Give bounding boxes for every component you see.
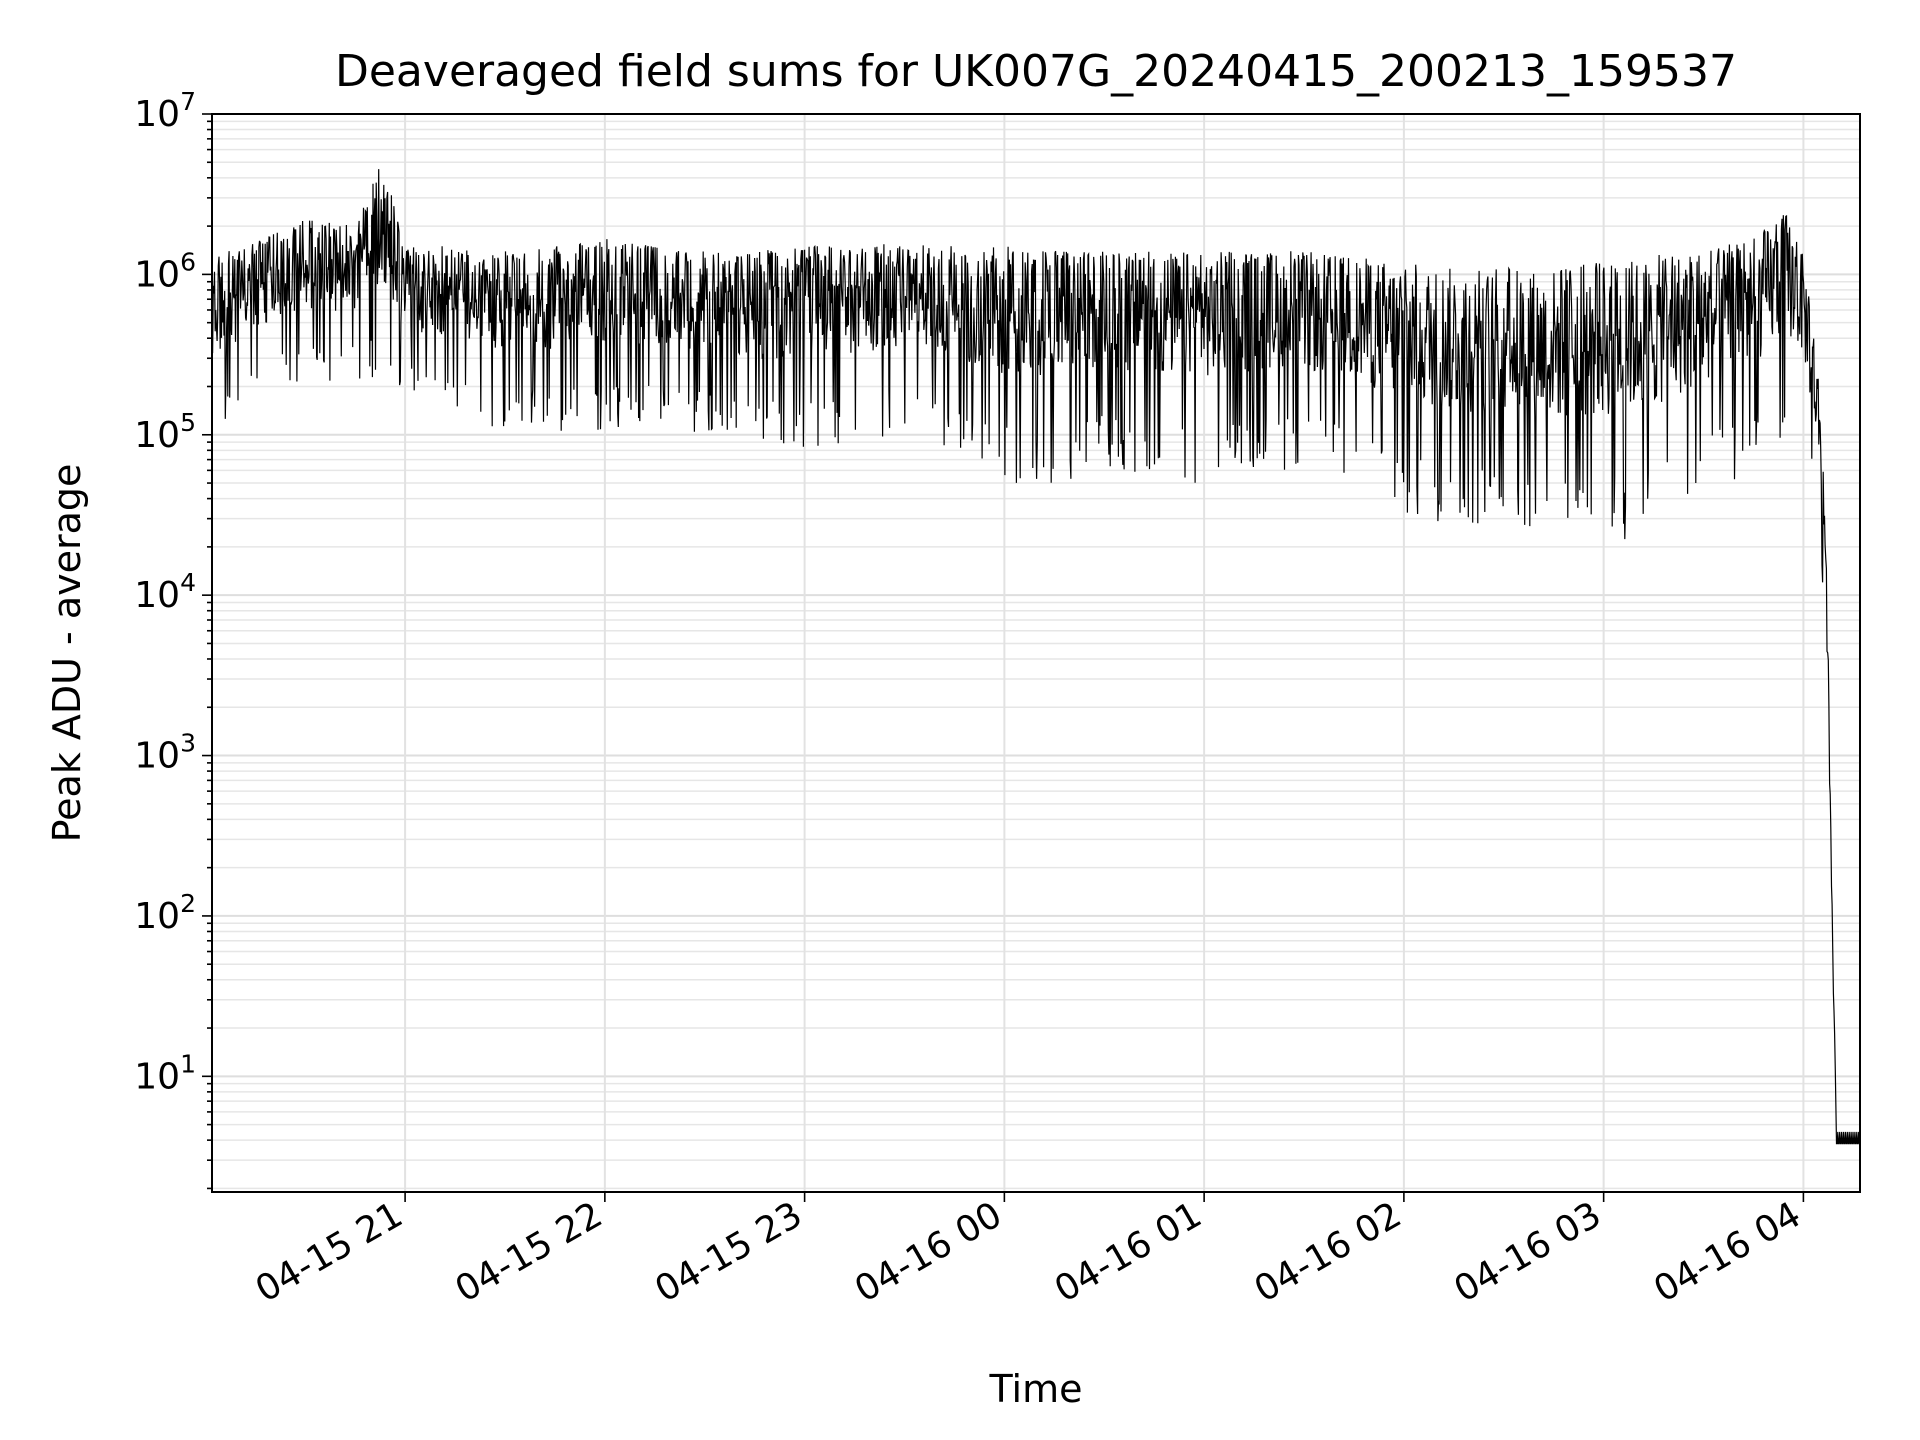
y-tick-label: 106 — [134, 247, 196, 295]
y-tick-exponent: 4 — [180, 568, 196, 597]
y-tick-base: 10 — [134, 736, 180, 777]
y-tick-label: 102 — [134, 889, 196, 937]
y-tick-exponent: 5 — [180, 408, 196, 437]
y-tick-exponent: 3 — [180, 729, 196, 758]
x-tick-label: 04-16 03 — [1447, 1194, 1608, 1310]
y-tick-base: 10 — [134, 254, 180, 295]
y-tick-label: 104 — [134, 568, 196, 616]
x-tick-label: 04-15 22 — [449, 1194, 610, 1310]
y-tick-base: 10 — [134, 896, 180, 937]
x-axis-label: Time — [989, 1367, 1083, 1411]
y-tick-base: 10 — [134, 415, 180, 456]
y-tick-label: 107 — [134, 87, 196, 135]
series-line — [211, 169, 1860, 1145]
y-axis-label: Peak ADU - average — [45, 464, 89, 843]
chart-title: Deaveraged field sums for UK007G_2024041… — [335, 46, 1737, 97]
y-tick-base: 10 — [134, 1056, 180, 1097]
y-tick-label: 103 — [134, 729, 196, 777]
x-tick-label: 04-16 00 — [848, 1194, 1009, 1310]
y-tick-label: 101 — [134, 1049, 196, 1097]
y-tick-exponent: 1 — [180, 1049, 196, 1078]
y-tick-base: 10 — [134, 575, 180, 616]
x-tick-label: 04-16 01 — [1048, 1194, 1209, 1310]
plot-frame — [211, 113, 1861, 1193]
x-tick-label: 04-16 02 — [1248, 1194, 1409, 1310]
x-tick-label: 04-15 21 — [249, 1194, 410, 1310]
y-tick-exponent: 6 — [180, 247, 196, 276]
x-tick-label: 04-15 23 — [648, 1194, 809, 1310]
x-tick-label: 04-16 04 — [1647, 1194, 1808, 1310]
y-tick-exponent: 2 — [180, 889, 196, 918]
y-tick-label: 105 — [134, 408, 196, 456]
y-tick-base: 10 — [134, 94, 180, 135]
y-tick-exponent: 7 — [180, 87, 196, 116]
